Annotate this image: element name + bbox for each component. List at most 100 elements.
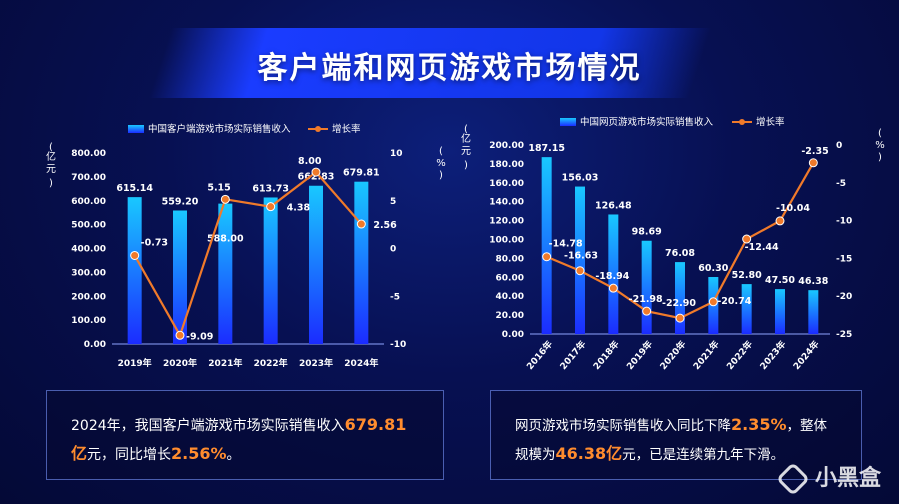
y2-tick-label: -25 [836,330,852,340]
y-axis-unit-char: 元 [461,146,471,157]
bar [263,197,278,344]
legend-line-marker [739,119,745,125]
growth-rate-point [775,216,785,226]
y2-tick-label: 10 [390,149,403,159]
bar-value-label: 46.38 [798,276,828,287]
summary-left-text1: 2024年，我国客户端游戏市场实际销售收入 [71,418,345,434]
growth-rate-point [175,330,185,340]
growth-rate-point [808,158,818,168]
bar [218,203,233,344]
growth-rate-point [266,202,276,212]
growth-rate-point [130,250,140,260]
x-tick-label: 2021年 [208,357,242,369]
summary-right-text2: ，整体规模为 [515,418,828,463]
growth-rate-point [356,219,366,229]
legend-bar-swatch [560,118,576,126]
y-tick-label: 0.00 [84,340,106,350]
growth-rate-label: -21.98 [629,294,663,305]
growth-rate-point [311,167,321,177]
y-tick-label: 60.00 [496,273,524,283]
bar [641,240,652,334]
summary-box-left: 2024年，我国客户端游戏市场实际销售收入679.81亿元，同比增长2.56%。 [46,390,444,480]
y2-axis-unit: % [436,158,446,169]
y-tick-label: 800.00 [71,149,106,159]
growth-rate-point [642,306,652,316]
legend-line-marker [315,126,321,132]
bar-value-label: 47.50 [765,275,795,286]
growth-rate-point [575,266,585,276]
watermark: 小黑盒 [776,460,881,496]
growth-rate-label: -14.78 [549,239,583,250]
bar-value-label: 98.69 [632,227,662,238]
y2-axis-unit-paren: ( [439,146,443,157]
x-tick-label: 2017年 [557,338,588,372]
y-tick-label: 200.00 [489,141,524,151]
y-axis-unit-paren: ( [464,124,468,135]
growth-rate-label: -0.73 [141,237,168,248]
legend-line-label: 增长率 [756,116,785,128]
y2-tick-label: -10 [390,340,406,350]
summary-box-right: 网页游戏市场实际销售收入同比下降2.35%，整体规模为46.38亿元，已是连续第… [490,390,862,480]
bar-value-label: 126.48 [595,200,632,211]
growth-rate-point [708,297,718,307]
bar [808,290,819,334]
bar-value-label: 156.03 [562,173,599,184]
growth-rate-label: 5.15 [207,182,230,193]
growth-rate-line [133,170,363,338]
bar-value-label: 559.20 [162,196,199,207]
growth-rate-label: -18.94 [595,271,629,282]
watermark-text: 小黑盒 [814,466,881,491]
y-tick-label: 0.00 [502,330,524,340]
y-tick-label: 200.00 [71,292,106,302]
y-tick-label: 300.00 [71,268,106,278]
y2-tick-label: -5 [836,179,846,189]
y-tick-label: 400.00 [71,245,106,255]
y-axis-unit-paren: ( [49,142,53,153]
y-axis-unit-paren: ) [49,178,53,189]
legend-line-label: 增长率 [332,123,361,135]
y-tick-label: 160.00 [489,179,524,189]
summary-left-highlight1: 679.81亿 [71,415,407,463]
y2-axis-unit: % [875,140,885,151]
bar [309,185,323,344]
y-tick-label: 100.00 [71,316,106,326]
y2-axis-unit-paren: ) [439,170,443,181]
growth-rate-label: 4.38 [287,203,311,214]
y2-tick-label: 0 [836,141,842,151]
y-tick-label: 600.00 [71,197,106,207]
x-tick-label: 2021年 [691,338,722,372]
bar-value-label: 60.30 [698,263,728,274]
page-title: 客户端和网页游戏市场情况 [257,51,642,86]
y-tick-label: 80.00 [496,254,524,264]
x-tick-label: 2019年 [118,357,152,369]
y-tick-label: 40.00 [496,292,524,302]
summary-left-highlight2: 2.56% [171,444,227,463]
growth-rate-label: -16.63 [564,251,598,262]
y2-tick-label: -15 [836,254,852,264]
bar [608,214,619,334]
growth-rate-label: -22.90 [662,298,696,309]
growth-rate-point [675,313,685,323]
growth-rate-label: -12.44 [745,242,779,253]
x-tick-label: 2018年 [591,338,622,372]
bar-value-label: 613.73 [252,183,289,194]
y-tick-label: 120.00 [489,217,524,227]
growth-rate-label: 8.00 [298,156,322,167]
bar-value-label: 615.14 [116,183,153,194]
y-axis-unit-char: 亿 [461,132,471,145]
y2-tick-label: -5 [390,292,400,302]
bar [541,157,552,334]
bar [173,210,187,344]
bar-value-label: 52.80 [732,270,762,281]
summary-right-highlight2: 46.38亿 [555,444,623,463]
y-tick-label: 180.00 [489,160,524,170]
x-tick-label: 2016年 [524,338,555,372]
x-tick-label: 2024年 [344,357,378,369]
x-tick-label: 2024年 [791,338,822,372]
growth-rate-label: -20.74 [717,296,751,307]
x-tick-label: 2020年 [657,338,688,372]
bar [741,284,752,334]
legend-bar-swatch [128,125,144,133]
y-tick-label: 20.00 [496,311,524,321]
